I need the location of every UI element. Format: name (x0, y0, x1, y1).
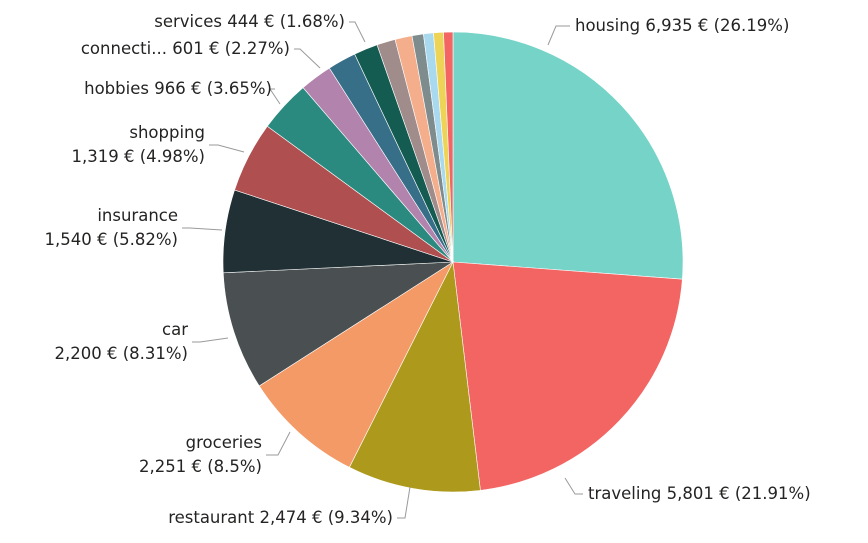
pie-slice-other-16[interactable] (443, 31, 454, 263)
label-hobbies: hobbies 966 € (3.65%) (84, 79, 272, 98)
label-shopping: shopping 1,319 € (4.98%) (71, 123, 205, 166)
label-services: services 444 € (1.68%) (154, 12, 345, 31)
pie-slice-housing[interactable] (452, 31, 684, 280)
label-restaurant: restaurant 2,474 € (9.34%) (168, 508, 393, 527)
label-groceries: groceries 2,251 € (8.5%) (138, 433, 262, 476)
leader-line (397, 486, 411, 519)
leader-line (192, 337, 229, 343)
leader-line (209, 144, 245, 153)
label-housing: housing 6,935 € (26.19%) (575, 16, 790, 35)
label-traveling: traveling 5,801 € (21.91%) (588, 484, 811, 503)
leader-line (349, 21, 366, 43)
leader-line (564, 477, 583, 495)
leader-line (182, 227, 223, 231)
leader-line (269, 88, 281, 105)
label-insurance: insurance 1,540 € (5.82%) (44, 206, 178, 249)
pie-slice-traveling[interactable] (452, 261, 683, 491)
leader-line (266, 431, 291, 456)
label-car: car 2,200 € (8.31%) (54, 320, 188, 363)
pie-slice-restaurant[interactable] (348, 260, 481, 493)
pie-slice-car[interactable] (222, 261, 455, 387)
label-connections: connecti... 601 € (2.27%) (80, 39, 290, 58)
leader-line (294, 48, 321, 69)
leader-line (547, 25, 570, 46)
pie-slice-groceries[interactable] (258, 261, 454, 468)
